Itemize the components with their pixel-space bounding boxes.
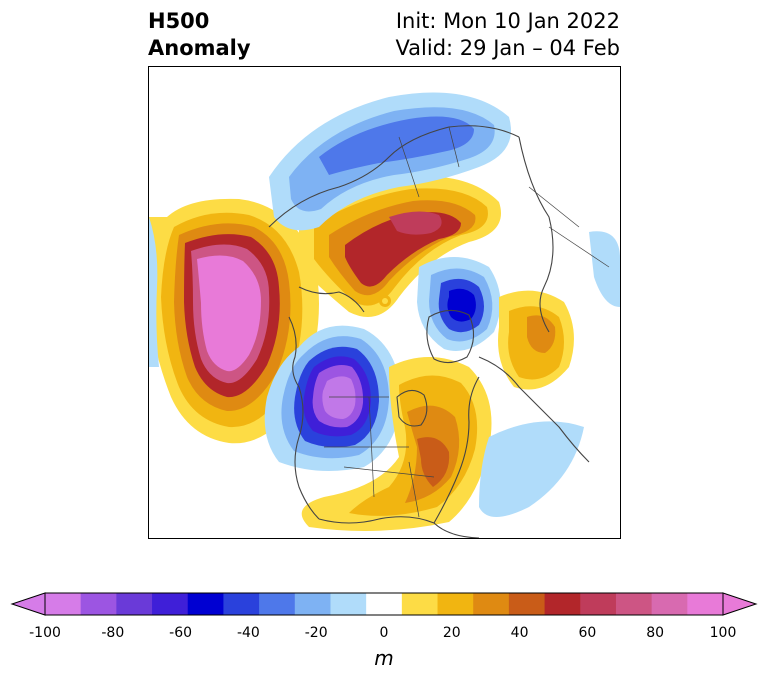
init-date: Init: Mon 10 Jan 2022 <box>395 9 620 33</box>
colorbar-tick-label: 100 <box>709 625 737 641</box>
colorbar-segment <box>544 593 581 615</box>
colorbar-tick-label: -60 <box>169 625 193 641</box>
colorbar-segment <box>366 593 403 615</box>
siberian-trough <box>417 257 501 351</box>
colorbar <box>10 592 758 616</box>
eastern-ridge <box>301 357 492 531</box>
ne-asia-ridge <box>498 290 574 390</box>
coastlines <box>268 125 610 538</box>
colorbar-segment <box>651 593 688 615</box>
east-edge-negative <box>589 231 620 307</box>
colorbar-tick-label: 40 <box>510 625 529 641</box>
west-edge-negative <box>149 217 159 367</box>
map-title: H500 Anomaly <box>148 8 251 62</box>
colorbar-over-arrow <box>722 592 758 616</box>
colorbar-under-arrow <box>10 592 46 616</box>
colorbar-segment <box>45 593 82 615</box>
map-dates: Init: Mon 10 Jan 2022 Valid: 29 Jan – 04… <box>395 8 620 62</box>
map-canvas <box>149 92 620 538</box>
title-variable: H500 <box>148 9 210 33</box>
title-anomaly: Anomaly <box>148 36 251 60</box>
valid-range: Valid: 29 Jan – 04 Feb <box>395 36 620 60</box>
colorbar-segment <box>473 593 510 615</box>
colorbar-segment <box>508 593 546 615</box>
colorbar-segment <box>259 593 296 615</box>
anomaly-map <box>148 66 621 539</box>
colorbar-segment <box>401 593 439 615</box>
colorbar-unit-label: m <box>374 646 394 670</box>
colorbar-tick-label: 20 <box>442 625 461 641</box>
arctic-ridge <box>299 176 501 317</box>
colorbar-segment <box>152 593 189 615</box>
colorbar-segment <box>223 593 260 615</box>
anomaly-shading <box>149 92 620 531</box>
colorbar-segment <box>615 593 653 615</box>
colorbar-tick-label: 80 <box>646 625 665 641</box>
pacific-ridge <box>149 198 319 444</box>
colorbar-tick-label: -40 <box>236 625 260 641</box>
colorbar-segment <box>187 593 224 615</box>
colorbar-tick-label: -20 <box>304 625 328 641</box>
colorbar-tick-label: -100 <box>29 625 61 641</box>
colorbar-segment <box>580 593 617 615</box>
colorbar-tick-label: 60 <box>578 625 597 641</box>
colorbar-segment <box>294 593 331 615</box>
colorbar-tick-label: 0 <box>379 625 389 641</box>
atlantic-negative <box>479 421 584 517</box>
colorbar-segment <box>330 593 367 615</box>
colorbar-segment <box>116 593 153 615</box>
colorbar-segment <box>437 593 474 615</box>
colorbar-segment <box>687 593 724 615</box>
colorbar-segment <box>80 593 117 615</box>
colorbar-tick-label: -80 <box>101 625 125 641</box>
